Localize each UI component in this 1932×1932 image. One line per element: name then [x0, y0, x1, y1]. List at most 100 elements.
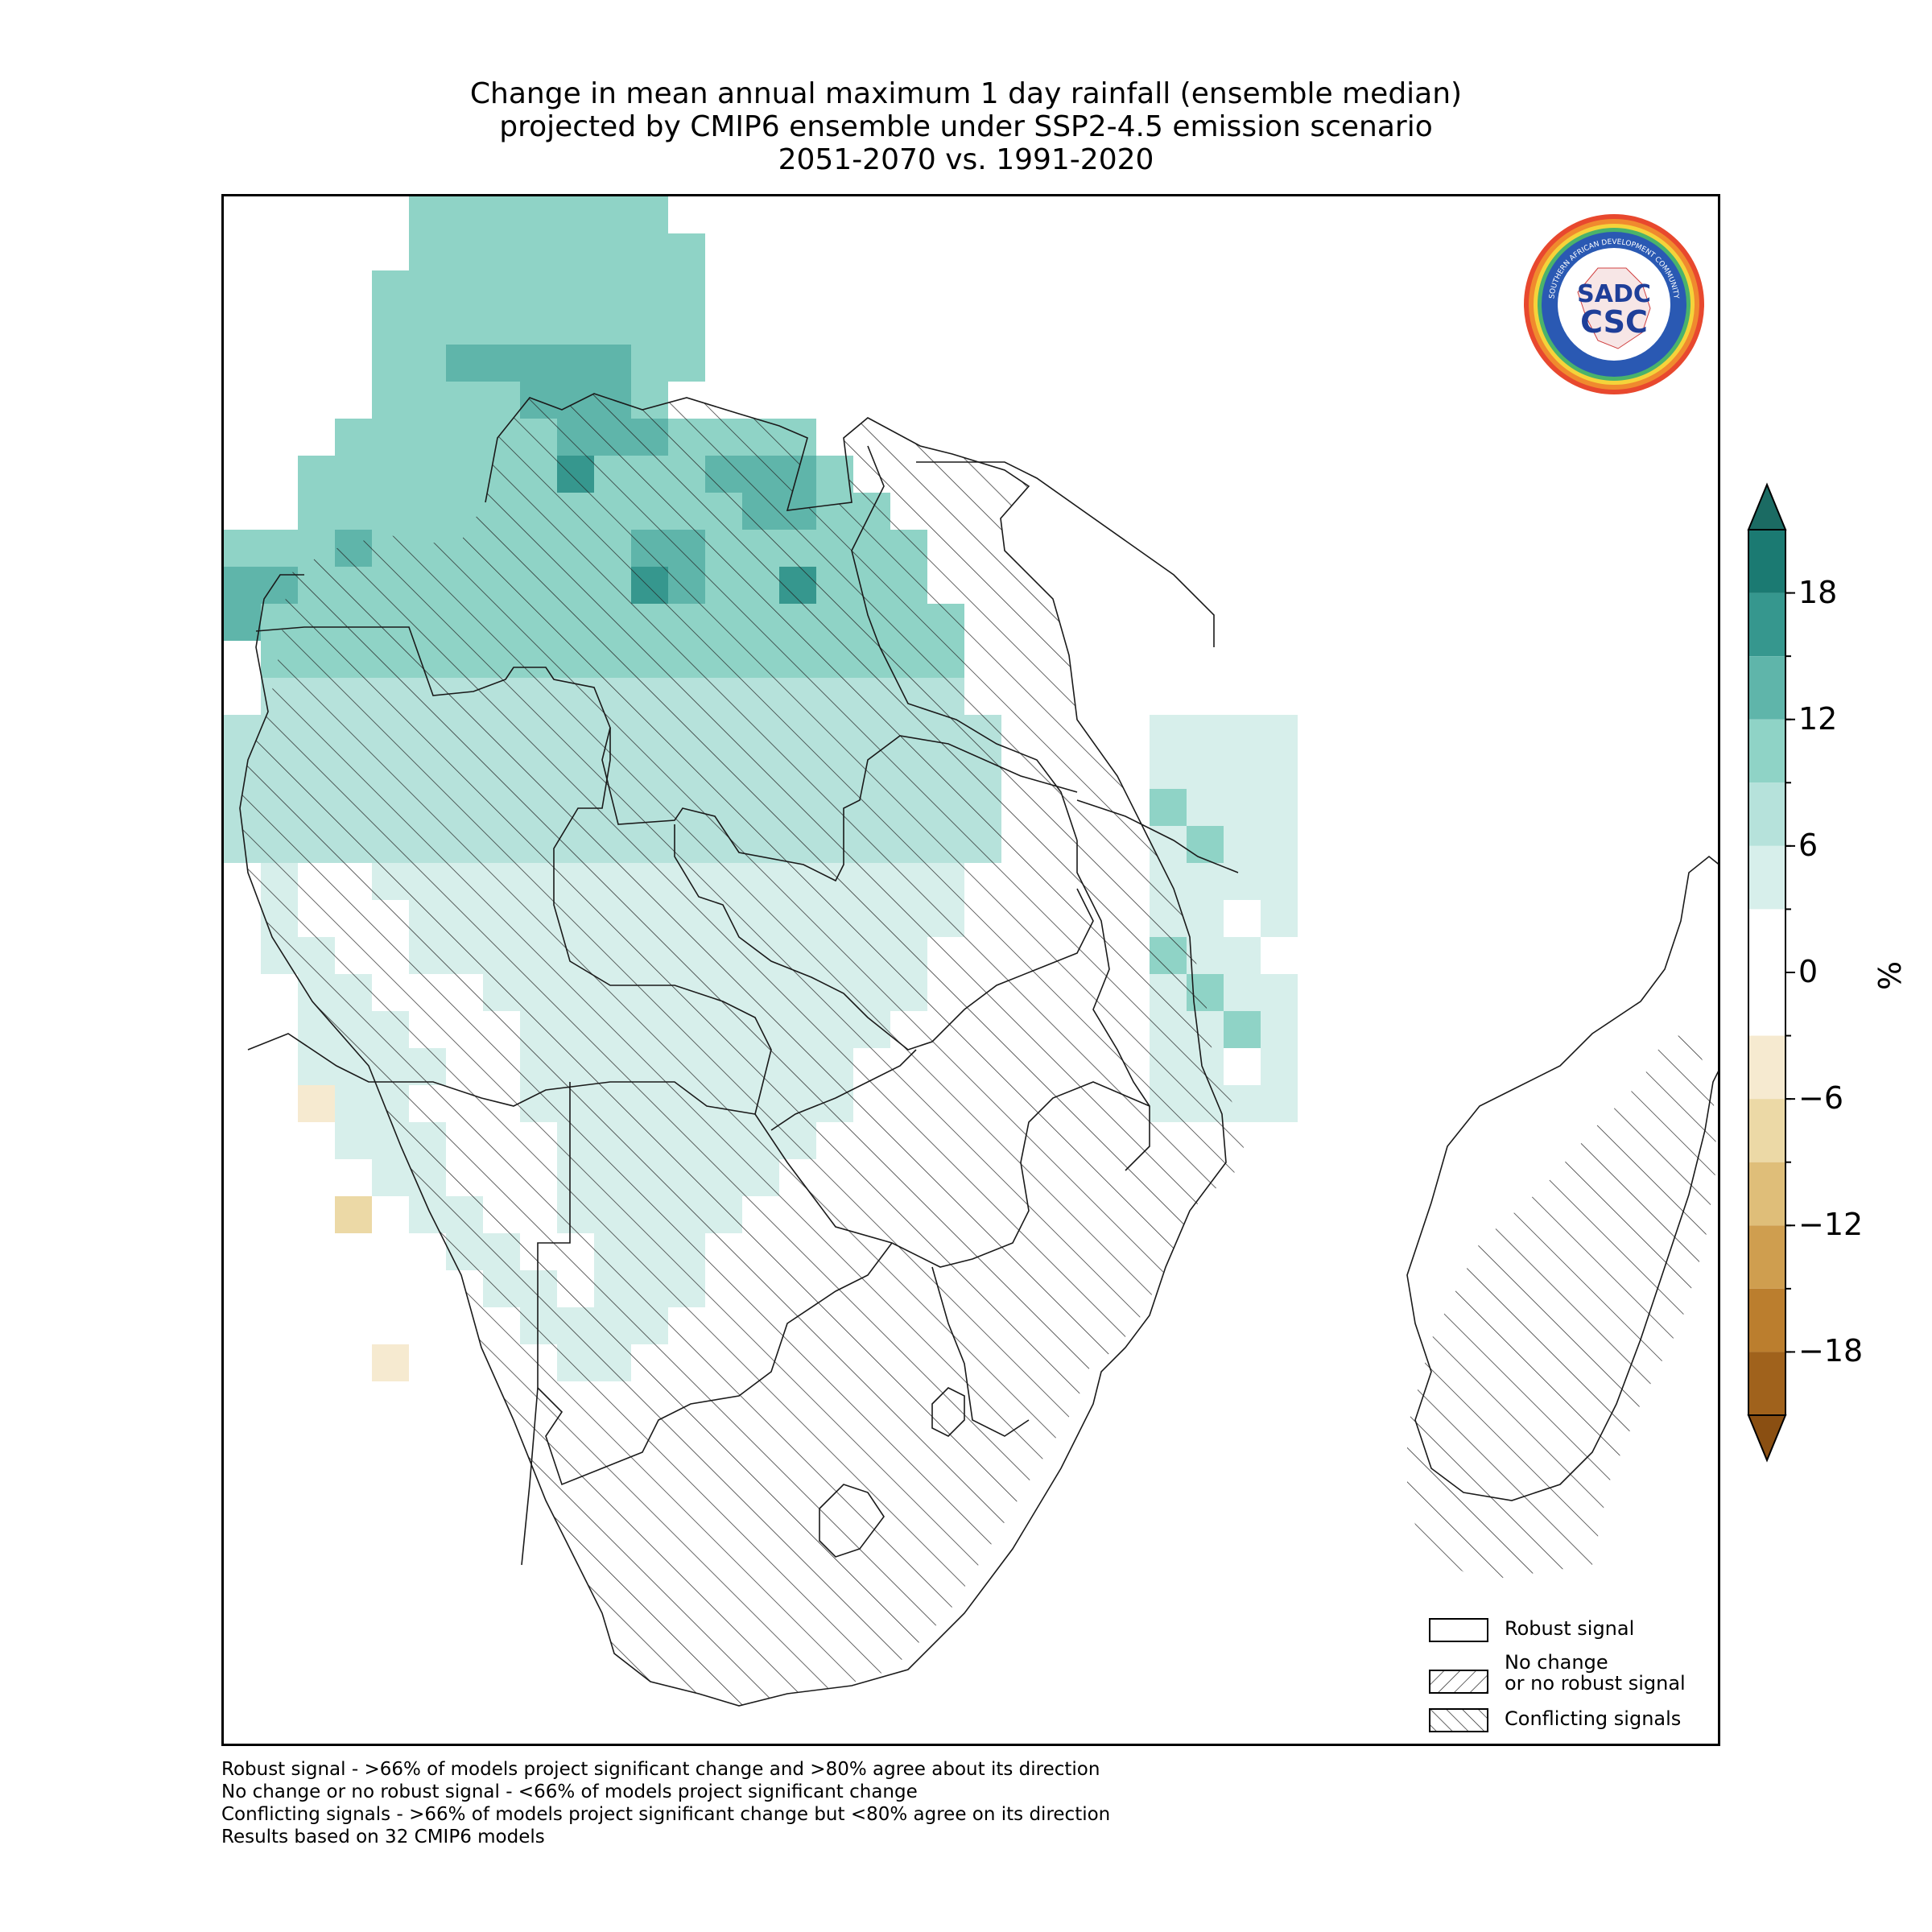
grid-cell	[409, 493, 446, 530]
map-canvas	[224, 196, 1718, 1707]
grid-cell	[631, 270, 668, 308]
colorbar-bin	[1748, 1352, 1785, 1415]
grid-cell	[446, 382, 483, 419]
border-lesotho	[819, 1484, 885, 1558]
coastline-mainland	[239, 393, 1227, 1707]
border-zambia-zimbabwe	[770, 1049, 917, 1131]
grid-cell	[335, 456, 372, 493]
grid-cell	[520, 270, 557, 308]
grid-cell	[557, 196, 594, 233]
grid-cell	[1224, 715, 1261, 752]
grid-cell	[1187, 863, 1224, 900]
grid-cell	[557, 233, 594, 270]
footnote-robust: Robust signal - >66% of models project s…	[221, 1759, 1100, 1780]
sadc-csc-logo: SADC CSC SOUTHERN AFRICAN DEVELOPMENT CO…	[1524, 214, 1704, 394]
footnote-no-change: No change or no robust signal - <66% of …	[221, 1781, 918, 1802]
grid-cell	[409, 270, 446, 308]
grid-cell	[1261, 863, 1298, 900]
colorbar-bin	[1748, 845, 1785, 910]
grid-cell	[1261, 1048, 1298, 1085]
grid-cell	[1261, 937, 1298, 974]
grid-cell	[594, 196, 631, 233]
grid-cell	[1261, 1011, 1298, 1048]
grid-cell	[298, 456, 335, 493]
grid-cell	[409, 419, 446, 456]
grid-cell	[520, 345, 557, 382]
grid-cell	[1261, 789, 1298, 826]
border-zimbabwe	[754, 1081, 1150, 1268]
grid-cell	[1261, 752, 1298, 789]
grid-cell	[446, 419, 483, 456]
grid-cell	[372, 382, 409, 419]
grid-cell	[1224, 900, 1261, 937]
colorbar-bin	[1748, 782, 1785, 846]
grid-cell	[668, 345, 705, 382]
grid-cell	[483, 196, 520, 233]
colorbar-bin	[1748, 909, 1785, 1036]
colorbar-tick-label: 6	[1798, 827, 1818, 863]
grid-cell	[594, 233, 631, 270]
country-borders	[239, 393, 1239, 1707]
grid-cell	[557, 345, 594, 382]
border-angola-south	[247, 1033, 756, 1115]
colorbar-bin	[1748, 530, 1785, 593]
grid-cell	[409, 382, 446, 419]
legend-label-no-change: No change or no robust signal	[1505, 1652, 1686, 1694]
grid-cell	[446, 196, 483, 233]
grid-cell	[446, 456, 483, 493]
grid-cell	[483, 270, 520, 308]
grid-cell	[631, 345, 668, 382]
grid-cell	[335, 1085, 372, 1122]
grid-cell	[372, 345, 409, 382]
colorbar-tick-label: −18	[1798, 1333, 1864, 1369]
grid-cell	[409, 233, 446, 270]
grid-cell	[631, 233, 668, 270]
grid-cell	[335, 1196, 372, 1233]
grid-cell	[446, 345, 483, 382]
grid-cell	[298, 1048, 335, 1085]
title-line-1: Change in mean annual maximum 1 day rain…	[469, 77, 1463, 110]
border-angola-zambia	[553, 728, 772, 1115]
grid-cell	[335, 1122, 372, 1159]
grid-cell	[372, 270, 409, 308]
grid-cell	[483, 345, 520, 382]
border-namibia-botswana	[521, 1082, 571, 1566]
grid-cell	[594, 308, 631, 345]
grid-cell	[483, 308, 520, 345]
grid-cell	[372, 308, 409, 345]
grid-cell	[631, 308, 668, 345]
colorbar-bin	[1748, 592, 1785, 657]
grid-cell	[668, 270, 705, 308]
grid-cell	[372, 1159, 409, 1196]
grid-cell	[409, 456, 446, 493]
colorbar-tick-label: 18	[1798, 574, 1838, 610]
grid-cell	[224, 567, 261, 604]
grid-cell	[594, 270, 631, 308]
footnote-model-count: Results based on 32 CMIP6 models	[221, 1827, 545, 1847]
grid-cell	[372, 419, 409, 456]
grid-cell	[520, 233, 557, 270]
grid-cell	[1261, 715, 1298, 752]
border-south-africa-mozambique	[931, 1266, 1030, 1437]
logo-mark-top: SADC	[1577, 280, 1651, 308]
legend-swatch-no-change	[1429, 1670, 1488, 1694]
grid-cell	[1224, 1048, 1261, 1085]
colorbar-bin	[1748, 719, 1785, 783]
chart-title: Change in mean annual maximum 1 day rain…	[0, 77, 1932, 176]
madagascar-outline	[1406, 855, 1718, 1501]
grid-cell	[409, 308, 446, 345]
grid-cell	[298, 1085, 335, 1122]
grid-cell	[409, 345, 446, 382]
grid-cell	[557, 308, 594, 345]
grid-cell	[483, 382, 520, 419]
grid-cell	[594, 345, 631, 382]
grid-cell	[1261, 826, 1298, 863]
border-tanzania-kenya	[916, 461, 1215, 647]
grid-cell	[1150, 715, 1187, 752]
grid-cell	[631, 196, 668, 233]
grid-cell	[261, 530, 298, 567]
grid-cell	[409, 196, 446, 233]
grid-cell	[446, 270, 483, 308]
legend-item-robust: Robust signal	[1429, 1618, 1634, 1642]
madagascar-hatching	[1407, 1034, 1717, 1581]
